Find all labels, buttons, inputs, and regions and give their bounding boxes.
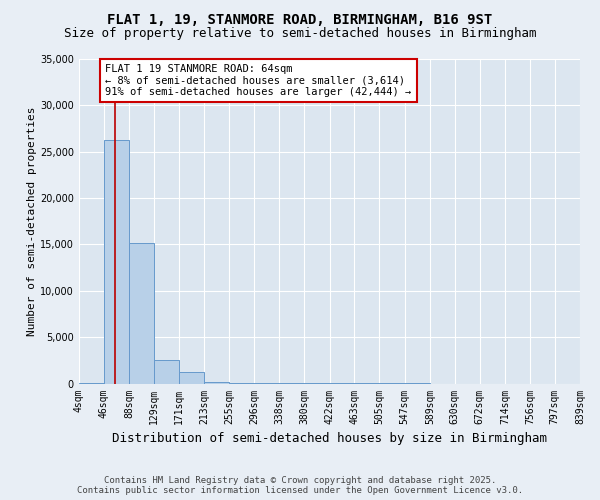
Bar [204, 382, 229, 384]
Text: Contains HM Land Registry data © Crown copyright and database right 2025.
Contai: Contains HM Land Registry data © Crown c… [77, 476, 523, 495]
Bar [179, 372, 204, 384]
Text: FLAT 1, 19, STANMORE ROAD, BIRMINGHAM, B16 9ST: FLAT 1, 19, STANMORE ROAD, BIRMINGHAM, B… [107, 12, 493, 26]
Bar [129, 242, 154, 384]
Y-axis label: Number of semi-detached properties: Number of semi-detached properties [27, 106, 37, 336]
Bar [154, 360, 179, 384]
Bar [229, 382, 254, 384]
Bar [104, 140, 129, 384]
Text: FLAT 1 19 STANMORE ROAD: 64sqm
← 8% of semi-detached houses are smaller (3,614)
: FLAT 1 19 STANMORE ROAD: 64sqm ← 8% of s… [105, 64, 412, 97]
Text: Size of property relative to semi-detached houses in Birmingham: Size of property relative to semi-detach… [64, 28, 536, 40]
Bar [79, 382, 104, 384]
X-axis label: Distribution of semi-detached houses by size in Birmingham: Distribution of semi-detached houses by … [112, 432, 547, 445]
